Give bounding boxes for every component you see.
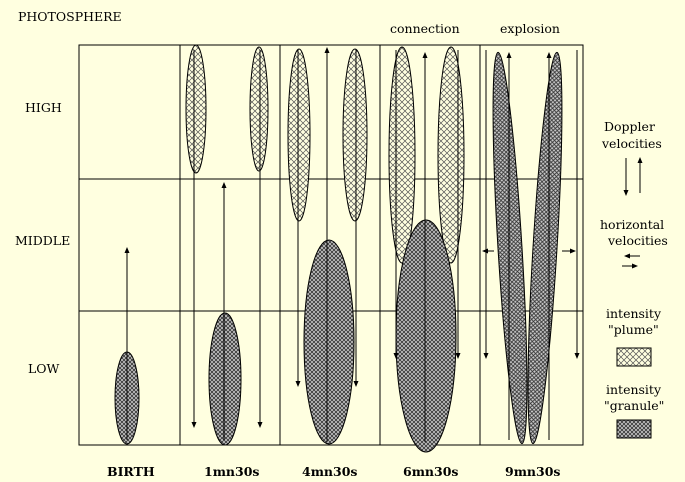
phase-label-explosion: explosion <box>500 21 560 36</box>
granule-ellipse <box>395 219 457 453</box>
column-label-4mn30s: 4mn30s <box>302 464 357 479</box>
legend-doppler-line1: Doppler <box>604 119 655 134</box>
column-label-birth: BIRTH <box>107 464 155 479</box>
legend-granule-line1: intensity <box>606 382 662 397</box>
phase-label-connection: connection <box>390 21 460 36</box>
granule-ellipse <box>208 312 242 446</box>
legend-horizontal-line1: horizontal <box>600 217 664 232</box>
legend-granule-swatch <box>616 419 652 439</box>
stage-1mn30s <box>185 44 269 446</box>
plume-ellipse <box>437 46 465 264</box>
column-label-9mn30s: 9mn30s <box>505 464 560 479</box>
tilted-granule-ellipse <box>492 51 528 445</box>
column-label-6mn30s: 6mn30s <box>403 464 458 479</box>
row-label-low: LOW <box>28 361 60 376</box>
legend-plume-swatch <box>616 347 652 367</box>
legend-doppler-line2: velocities <box>601 136 662 151</box>
legend-horizontal-line2: velocities <box>607 233 668 248</box>
legend-plume-line2: "plume" <box>608 322 659 337</box>
tilted-granule-ellipse <box>527 51 563 445</box>
stage-4mn30s <box>287 47 368 445</box>
plume-ellipse <box>287 48 311 222</box>
granule-ellipse <box>303 239 355 445</box>
column-label-1mn30s: 1mn30s <box>204 464 259 479</box>
legend-plume-line1: intensity <box>606 306 662 321</box>
legend: Doppler velocities horizontal velocities… <box>600 119 668 439</box>
plume-ellipse <box>342 48 368 222</box>
plume-ellipse <box>249 46 269 172</box>
row-label-middle: MIDDLE <box>15 233 70 248</box>
stage-birth <box>114 247 140 445</box>
legend-granule-line2: "granule" <box>604 398 664 413</box>
plume-ellipse <box>388 46 416 264</box>
row-label-high: HIGH <box>25 100 62 115</box>
diagram-title: PHOTOSPHERE <box>18 9 122 24</box>
stage-6mn30s <box>388 46 465 453</box>
stage-9mn30s <box>482 50 580 445</box>
plume-ellipse <box>185 44 207 174</box>
